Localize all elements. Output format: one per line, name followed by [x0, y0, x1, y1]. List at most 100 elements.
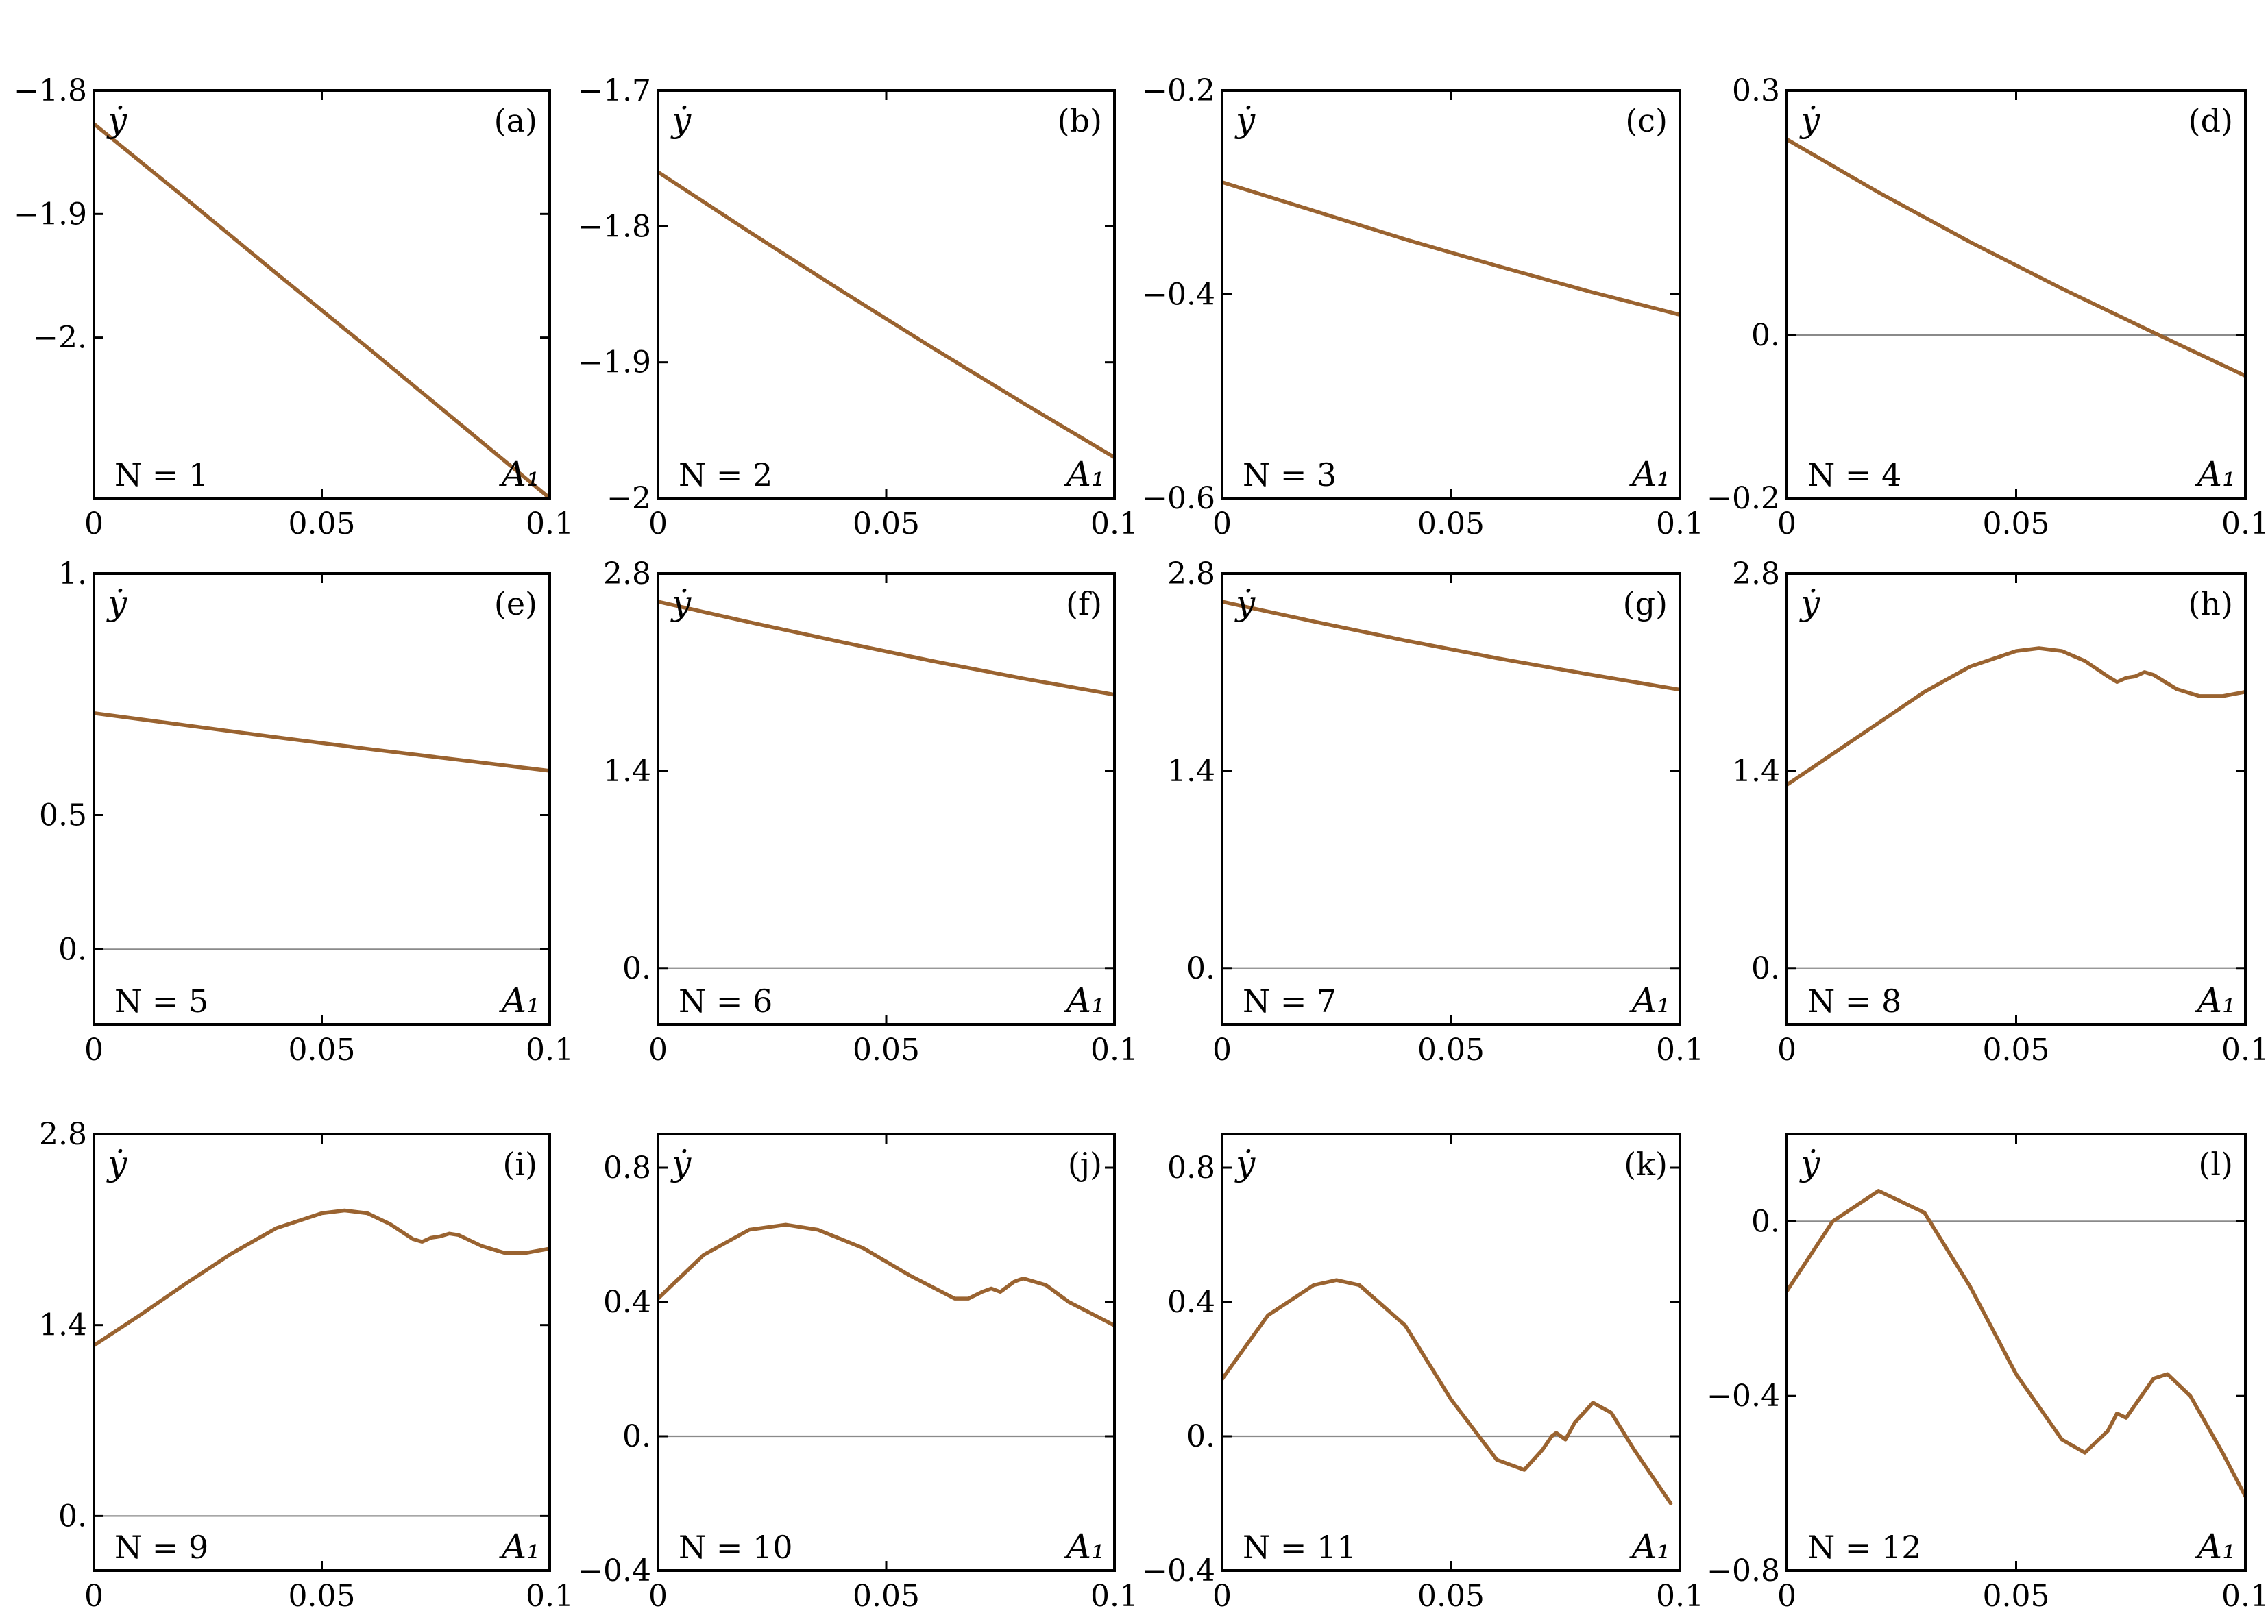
- x-tick-label: 0.1: [1090, 506, 1138, 541]
- x-tick-label: 0: [1777, 1579, 1796, 1614]
- plot-frame: [1785, 1133, 2247, 1572]
- y-tick-label: −1.8: [578, 209, 651, 244]
- y-tick-label: 2.8: [39, 1117, 87, 1152]
- plot-frame: [1221, 572, 1681, 1026]
- y-tick-label: −0.2: [1707, 481, 1780, 516]
- x-tick-label: 0.1: [2221, 506, 2268, 541]
- x-tick-label: 0: [648, 1033, 668, 1068]
- y-tick-label: 0.: [1751, 951, 1780, 986]
- y-tick-label: −1.7: [578, 73, 651, 108]
- panel-label: (f): [1066, 585, 1102, 622]
- panel-label: (d): [2188, 102, 2233, 139]
- x-tick-label: 0: [648, 506, 668, 541]
- panel-label: (j): [1068, 1146, 1102, 1183]
- y-axis-label: ẏ: [1234, 100, 1256, 140]
- n-label: N = 9: [114, 1529, 208, 1566]
- panel-l: 0 0.05 0.1 0. −0.4 −0.8 ẏ A₁ (l) N = 12: [1707, 1133, 2268, 1614]
- n-label: N = 8: [1807, 983, 1901, 1020]
- y-axis-label: ẏ: [1234, 1144, 1256, 1183]
- x-tick-label: 0.05: [853, 1579, 920, 1614]
- x-tick-label: 0: [1777, 506, 1796, 541]
- y-axis-label: ẏ: [106, 100, 127, 140]
- y-tick-label: −2: [607, 481, 651, 516]
- y-axis-label: ẏ: [670, 1144, 692, 1183]
- x-tick-label: 0.05: [289, 1579, 356, 1614]
- x-axis-label: A₁: [1064, 981, 1105, 1020]
- plot-frame: [657, 1133, 1116, 1572]
- x-tick-label: 0.1: [1656, 1579, 1704, 1614]
- x-tick-label: 0.05: [1417, 506, 1485, 541]
- y-tick-label: −0.4: [1142, 1553, 1215, 1588]
- x-tick-label: 0.1: [1090, 1579, 1138, 1614]
- panel-label: (l): [2198, 1146, 2233, 1183]
- x-axis-label: A₁: [1629, 981, 1670, 1020]
- y-tick-label: 0.8: [603, 1151, 651, 1185]
- plot-frame: [1785, 572, 2247, 1026]
- plot-frame: [1221, 89, 1681, 500]
- series-line: [1787, 137, 2245, 378]
- x-tick-label: 0.05: [1417, 1033, 1485, 1068]
- series-line: [658, 1222, 1114, 1328]
- x-axis-label: A₁: [2195, 454, 2236, 494]
- x-tick-label: 0.1: [526, 1579, 574, 1614]
- series-line: [94, 121, 550, 498]
- panel-i: 0 0.05 0.1 2.8 1.4 0. ẏ A₁ (i) N = 9: [39, 1117, 574, 1614]
- y-tick-label: 0.: [1186, 1419, 1215, 1454]
- plot-frame: [1221, 1133, 1681, 1572]
- x-tick-label: 0.1: [2221, 1579, 2268, 1614]
- x-tick-label: 0: [648, 1579, 668, 1614]
- series-line: [658, 600, 1114, 697]
- n-label: N = 10: [679, 1529, 793, 1566]
- panel-label: (e): [494, 585, 537, 622]
- n-label: N = 2: [679, 456, 772, 493]
- y-tick-label: 0.4: [603, 1285, 651, 1320]
- y-axis-label: ẏ: [106, 1144, 127, 1183]
- y-tick-label: −0.4: [1142, 278, 1215, 312]
- x-tick-label: 0.05: [1417, 1579, 1485, 1614]
- x-axis-label: A₁: [499, 1527, 540, 1566]
- n-label: N = 12: [1807, 1529, 1922, 1566]
- panel-f: 0 0.05 0.1 2.8 1.4 0. ẏ A₁ (f) N = 6: [603, 556, 1138, 1068]
- y-tick-label: 0.: [1751, 1204, 1780, 1239]
- y-axis-label: ẏ: [670, 100, 692, 140]
- y-tick-label: −0.4: [578, 1553, 651, 1588]
- x-axis-label: A₁: [1629, 454, 1670, 494]
- y-tick-label: 0.5: [39, 798, 87, 833]
- y-tick-label: 0.: [1751, 318, 1780, 353]
- panel-j: 0 0.05 0.1 0.8 0.4 0. −0.4 ẏ A₁ (j) N = 10: [578, 1133, 1138, 1614]
- plot-frame: [93, 1133, 551, 1572]
- panel-a: 0 0.05 0.1 −1.8 −1.9 −2. ẏ A₁ (a) N = 1: [14, 73, 574, 541]
- series-line: [1787, 646, 2245, 787]
- n-label: N = 3: [1243, 456, 1337, 493]
- y-tick-label: 2.8: [603, 556, 651, 591]
- y-tick-label: 0.: [1186, 951, 1215, 986]
- panel-e: 0 0.05 0.1 1. 0.5 0. ẏ A₁ (e) N = 5: [39, 556, 574, 1068]
- y-tick-label: −1.9: [578, 345, 651, 380]
- n-label: N = 7: [1243, 983, 1337, 1020]
- panel-label: (k): [1624, 1146, 1668, 1183]
- x-tick-label: 0: [84, 506, 103, 541]
- y-tick-label: −0.6: [1142, 481, 1215, 516]
- x-tick-label: 0.1: [526, 1033, 574, 1068]
- x-axis-label: A₁: [2195, 1527, 2236, 1566]
- x-axis-label: A₁: [1064, 1527, 1105, 1566]
- x-tick-label: 0.1: [2221, 1033, 2268, 1068]
- n-label: N = 4: [1807, 456, 1901, 493]
- x-tick-label: 0.05: [1983, 1579, 2050, 1614]
- y-tick-label: 1.4: [1167, 754, 1215, 789]
- plot-frame: [93, 572, 551, 1026]
- panel-label: (i): [502, 1146, 537, 1183]
- panel-label: (a): [494, 102, 537, 139]
- n-label: N = 11: [1243, 1529, 1357, 1566]
- y-axis-label: ẏ: [670, 583, 692, 623]
- x-tick-label: 0.1: [1090, 1033, 1138, 1068]
- x-tick-label: 0: [84, 1033, 103, 1068]
- x-axis-label: A₁: [499, 454, 540, 494]
- series-line: [94, 711, 550, 773]
- y-tick-label: 0.: [622, 1419, 651, 1454]
- y-tick-label: 0.: [622, 951, 651, 986]
- panel-c: 0 0.05 0.1 −0.2 −0.4 −0.6 ẏ A₁ (c) N = 3: [1142, 73, 1704, 541]
- panel-h: 0 0.05 0.1 2.8 1.4 0. ẏ A₁ (h) N = 8: [1732, 556, 2268, 1068]
- x-tick-label: 0.05: [289, 506, 356, 541]
